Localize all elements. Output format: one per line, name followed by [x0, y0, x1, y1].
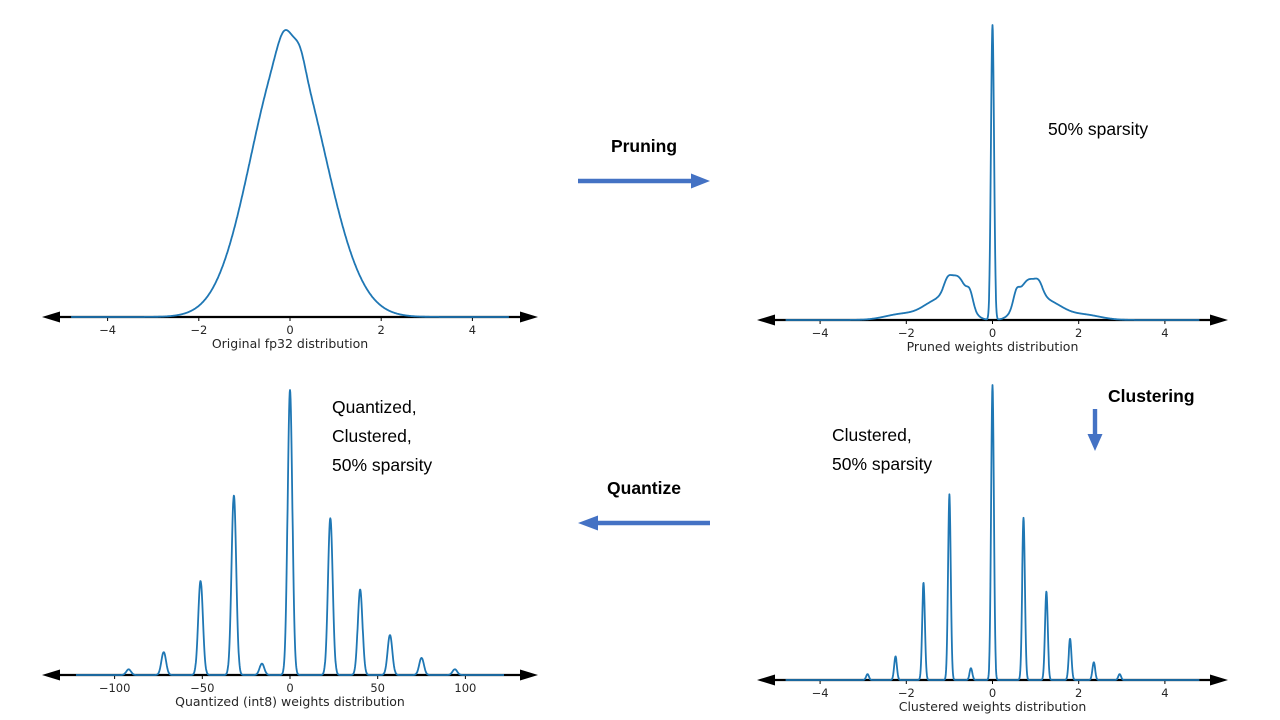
quantize-arrow-head	[578, 515, 598, 531]
axis-caption: Quantized (int8) weights distribution	[175, 694, 405, 709]
distribution-curve	[785, 384, 1200, 681]
x-axis-left-arrowhead	[42, 669, 60, 681]
tick-label: −4	[812, 326, 829, 340]
tick-label: −4	[812, 686, 829, 700]
tick-label: 100	[454, 681, 476, 695]
tick-label: −2	[190, 323, 207, 337]
tick-label: 0	[286, 681, 293, 695]
pruning-arrow-head	[691, 173, 710, 189]
pruned-weights-plot: −4 −2 0 2 4 Pruned weights distribution	[757, 24, 1228, 354]
axis-caption: Original fp32 distribution	[212, 336, 368, 351]
distribution-curve	[75, 389, 505, 676]
x-axis-left-arrowhead	[757, 674, 775, 686]
axis-caption: Pruned weights distribution	[907, 339, 1079, 354]
original-fp32-distribution-chart: −4 −2 0 2 4 Original fp32 distribution	[40, 10, 540, 363]
tick-label: 4	[469, 323, 476, 337]
clustering-flow-label: Clustering	[1108, 386, 1195, 406]
pruning-arrow	[578, 173, 710, 189]
x-axis-right-arrowhead	[520, 669, 538, 681]
tick-label: 2	[1075, 326, 1082, 340]
tick-label: 4	[1161, 326, 1168, 340]
clustered-annotation: Clustered, 50% sparsity	[832, 421, 932, 479]
x-axis-left-arrowhead	[757, 314, 775, 326]
distribution-curve	[70, 29, 510, 318]
annotation-line: Quantized,	[332, 397, 417, 417]
distribution-curve	[785, 24, 1200, 321]
annotation-line: 50% sparsity	[332, 454, 433, 475]
clustered-weights-plot: −4 −2 0 2 4 Clustered weights distribution	[757, 384, 1228, 714]
tick-label: −4	[99, 323, 116, 337]
tick-label: 0	[286, 323, 293, 337]
quantize-flow-label: Quantize	[607, 478, 681, 498]
pruned-sparsity-annotation: 50% sparsity	[1048, 115, 1148, 144]
tick-label: 50	[370, 681, 385, 695]
tick-label: −2	[898, 326, 915, 340]
clustering-arrow	[1087, 409, 1103, 451]
quantized-int8-weights-plot: −100 −50 0 50 100 Quantized (int8) weights di…	[42, 389, 538, 709]
tick-label: 0	[989, 686, 996, 700]
quantized-weights-distribution-chart: −100 −50 0 50 100 Quantized (int8) weights di…	[40, 383, 540, 720]
quantized-annotation: Quantized, Clustered, 50% sparsity	[332, 393, 432, 480]
axis-caption: Clustered weights distribution	[899, 699, 1087, 714]
clustering-arrow-head	[1087, 434, 1103, 451]
annotation-line: 50% sparsity	[1048, 119, 1149, 139]
annotation-line: 50% sparsity	[832, 453, 933, 474]
pruning-flow-label: Pruning	[610, 136, 678, 156]
quantize-arrow	[578, 515, 710, 531]
pruned-weights-distribution-chart: −4 −2 0 2 4 Pruned weights distribution	[755, 8, 1230, 363]
x-axis-left-arrowhead	[42, 311, 60, 323]
tick-label: 2	[378, 323, 385, 337]
annotation-line: Clustered,	[332, 425, 412, 446]
tick-label: −2	[898, 686, 915, 700]
x-axis-right-arrowhead	[1210, 674, 1228, 686]
tick-label: 0	[989, 326, 996, 340]
x-axis-right-arrowhead	[1210, 314, 1228, 326]
tick-label: 2	[1075, 686, 1082, 700]
annotation-line: Clustered,	[832, 425, 912, 445]
tick-label: 4	[1161, 686, 1168, 700]
original-fp32-plot: −4 −2 0 2 4 Original fp32 distribution	[42, 29, 538, 351]
tick-label: −100	[99, 681, 131, 695]
clustered-weights-distribution-chart: −4 −2 0 2 4 Clustered weights distribution	[755, 378, 1230, 720]
tick-label: −50	[190, 681, 214, 695]
x-axis-right-arrowhead	[520, 311, 538, 323]
